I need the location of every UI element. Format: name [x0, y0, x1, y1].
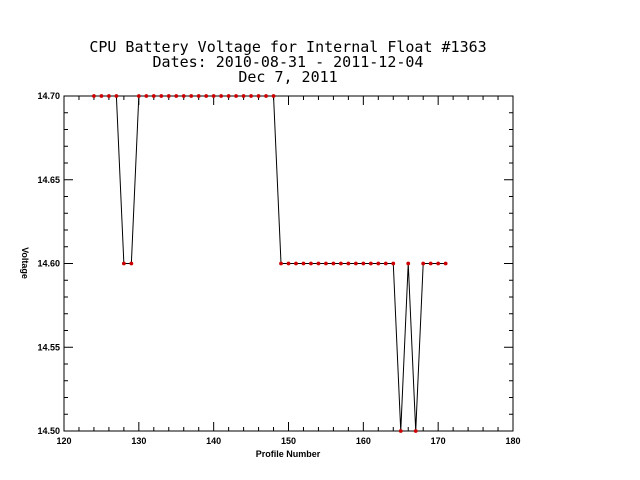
- data-point: [99, 94, 104, 98]
- chart-title-line-2: Dates: 2010-08-31 - 2011-12-04: [153, 53, 424, 71]
- data-point: [353, 261, 358, 266]
- data-point: [398, 429, 403, 433]
- data-point: [316, 261, 321, 266]
- data-point: [159, 94, 164, 98]
- data-point: [114, 94, 119, 98]
- data-point: [174, 94, 179, 98]
- data-point: [226, 94, 231, 98]
- data-point: [211, 94, 216, 98]
- data-point: [129, 261, 134, 266]
- data-point: [144, 94, 149, 98]
- axis-ticks: [63, 95, 514, 432]
- data-point: [271, 94, 276, 98]
- data-point: [264, 94, 268, 98]
- data-point: [436, 261, 441, 266]
- data-point: [338, 261, 343, 266]
- data-point: [219, 94, 224, 98]
- data-point: [241, 94, 246, 98]
- x-axis-label: Profile Number: [256, 449, 321, 459]
- x-tick-label: 160: [356, 436, 371, 446]
- x-tick-label: 170: [431, 436, 446, 446]
- data-point: [413, 429, 418, 433]
- data-point: [309, 261, 313, 266]
- data-point: [346, 261, 351, 266]
- axis-tick-labels: 120 130 140 150 160 170 180 14.50 14.55 14.60 14.6…: [37, 91, 520, 446]
- data-point: [204, 94, 209, 98]
- data-point: [286, 261, 291, 266]
- data-point: [376, 261, 381, 266]
- y-tick-label: 14.50: [37, 426, 60, 436]
- data-point: [421, 261, 426, 266]
- y-axis-label: Voltage: [20, 247, 30, 279]
- data-point: [166, 94, 171, 98]
- data-point: [383, 261, 388, 266]
- data-point: [294, 261, 298, 266]
- data-point: [189, 94, 194, 98]
- chart-title-line-1: CPU Battery Voltage for Internal Float #…: [89, 38, 486, 56]
- chart-title: CPU Battery Voltage for Internal Float #…: [89, 38, 486, 86]
- chart-title-line-3: Dec 7, 2011: [238, 68, 337, 86]
- x-tick-label: 150: [281, 436, 296, 446]
- data-point: [361, 261, 366, 266]
- data-point: [428, 261, 433, 266]
- data-point: [181, 94, 186, 98]
- x-tick-label: 120: [56, 436, 71, 446]
- x-tick-label: 130: [131, 436, 146, 446]
- data-point: [368, 261, 373, 266]
- data-point: [249, 94, 253, 98]
- data-point: [92, 94, 96, 98]
- data-point: [301, 261, 306, 266]
- data-point: [107, 94, 111, 98]
- data-point: [196, 94, 201, 98]
- data-point: [121, 261, 126, 266]
- data-point: [234, 94, 239, 98]
- data-point: [136, 94, 141, 98]
- data-point: [391, 261, 396, 266]
- y-tick-label: 14.55: [37, 342, 60, 352]
- y-tick-label: 14.65: [37, 175, 60, 185]
- y-tick-label: 14.70: [37, 91, 60, 101]
- data-point: [406, 261, 411, 266]
- data-point: [324, 261, 328, 266]
- series-layer: [92, 94, 448, 433]
- data-point: [279, 261, 283, 266]
- x-tick-label: 140: [206, 436, 221, 446]
- data-point: [151, 94, 156, 98]
- data-point: [331, 261, 336, 266]
- x-tick-label: 180: [505, 436, 520, 446]
- data-point: [443, 261, 448, 266]
- y-tick-label: 14.60: [37, 259, 60, 269]
- data-point: [256, 94, 261, 98]
